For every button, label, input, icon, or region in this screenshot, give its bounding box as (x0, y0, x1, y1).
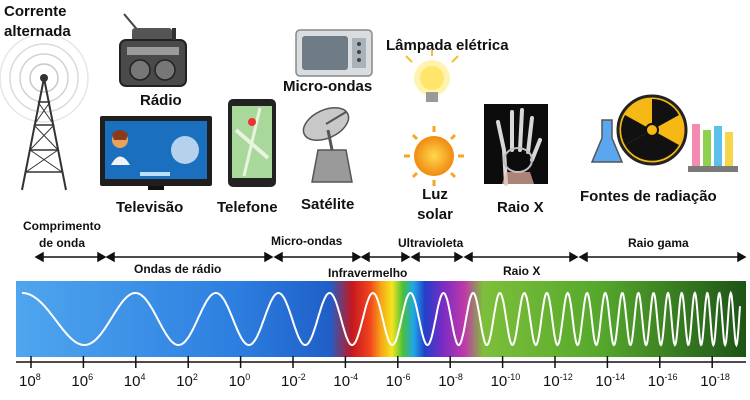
band-label-wavelength: Comprimento de onda (23, 219, 101, 250)
tick-base: 10 (490, 373, 508, 390)
label-sun: Luz solar (417, 186, 453, 223)
wave-line (22, 290, 741, 348)
tick-exponent: -18 (716, 372, 730, 382)
tick-base: 10 (438, 373, 455, 390)
xray-hand-icon (484, 104, 548, 186)
tick-base: 10 (123, 373, 141, 390)
sun-icon (404, 126, 464, 186)
label-lamp: Lâmpada elétrica (386, 37, 509, 54)
band-label-ultraviolet: Ultravioleta (398, 236, 464, 250)
label-radio: Rádio (140, 92, 182, 109)
tick-base: 10 (700, 373, 717, 390)
radiation-sources-icon (590, 94, 738, 172)
tick-exponent: 0 (245, 372, 251, 382)
tick-exponent: -10 (507, 372, 521, 382)
tick-exponent: -8 (454, 372, 463, 382)
tick-label: 10-16 (648, 372, 678, 390)
label-microwave: Micro-ondas (283, 78, 373, 95)
television-icon (100, 116, 212, 190)
radio-icon (119, 13, 187, 87)
tick-label: 108 (19, 372, 41, 390)
tick-exponent: -4 (350, 372, 359, 382)
label-television: Televisão (116, 199, 184, 216)
tick-exponent: 8 (35, 372, 41, 382)
tick-exponent: -2 (297, 372, 306, 382)
scale-axis (16, 356, 746, 368)
label-alternating-current: Corrente alternada (4, 3, 71, 40)
tick-base: 10 (19, 373, 36, 390)
tick-base: 10 (385, 373, 403, 390)
tick-label: 106 (71, 372, 93, 390)
tick-base: 10 (543, 373, 560, 390)
tick-exponent: 4 (140, 372, 146, 382)
tick-label: 10-14 (595, 372, 625, 390)
light-bulb-icon (405, 50, 459, 102)
spectrum-bar (16, 281, 746, 357)
tick-base: 10 (71, 373, 89, 390)
tick-base: 10 (176, 373, 193, 390)
tick-label: 102 (176, 372, 198, 390)
tick-label: 10-8 (438, 372, 463, 390)
tick-label: 10-10 (491, 372, 521, 390)
tick-exponent: 2 (192, 372, 198, 382)
tick-base: 10 (333, 373, 351, 390)
microwave-icon (295, 29, 373, 77)
band-label-infrared: Infravermelho (328, 266, 408, 280)
label-xray-source: Raio X (497, 199, 544, 216)
tick-base: 10 (647, 373, 665, 390)
tick-base: 10 (595, 373, 613, 390)
band-label-gamma: Raio gama (628, 236, 689, 250)
tick-exponent: 6 (88, 372, 94, 382)
tick-label: 10-12 (543, 372, 573, 390)
band-label-xray: Raio X (503, 264, 541, 278)
label-radiation-sources: Fontes de radiação (580, 188, 717, 205)
tick-exponent: -12 (559, 372, 573, 382)
band-label-radio-waves: Ondas de rádio (134, 262, 222, 276)
tick-base: 10 (281, 373, 298, 390)
band-arrows (34, 251, 747, 263)
tick-label: 104 (124, 372, 146, 390)
tick-exponent: -6 (402, 372, 411, 382)
tick-label: 10-4 (333, 372, 358, 390)
band-label-microwaves: Micro-ondas (271, 234, 343, 248)
satellite-dish-icon (302, 107, 353, 183)
tick-exponent: -16 (664, 372, 678, 382)
tick-label: 100 (229, 372, 251, 390)
label-satellite: Satélite (301, 196, 355, 213)
tick-exponent: -14 (612, 372, 626, 382)
radio-tower-icon (0, 33, 89, 191)
tick-label: 10-2 (281, 372, 306, 390)
phone-icon (228, 99, 276, 187)
label-phone: Telefone (217, 199, 278, 216)
tick-label: 10-18 (700, 372, 730, 390)
tick-base: 10 (228, 373, 246, 390)
tick-label: 10-6 (386, 372, 411, 390)
